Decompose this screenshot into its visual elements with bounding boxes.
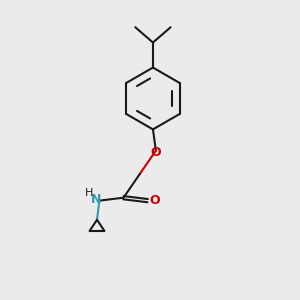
Text: O: O <box>151 146 161 159</box>
Text: H: H <box>85 188 93 198</box>
Text: N: N <box>91 193 102 206</box>
Text: O: O <box>150 194 160 207</box>
